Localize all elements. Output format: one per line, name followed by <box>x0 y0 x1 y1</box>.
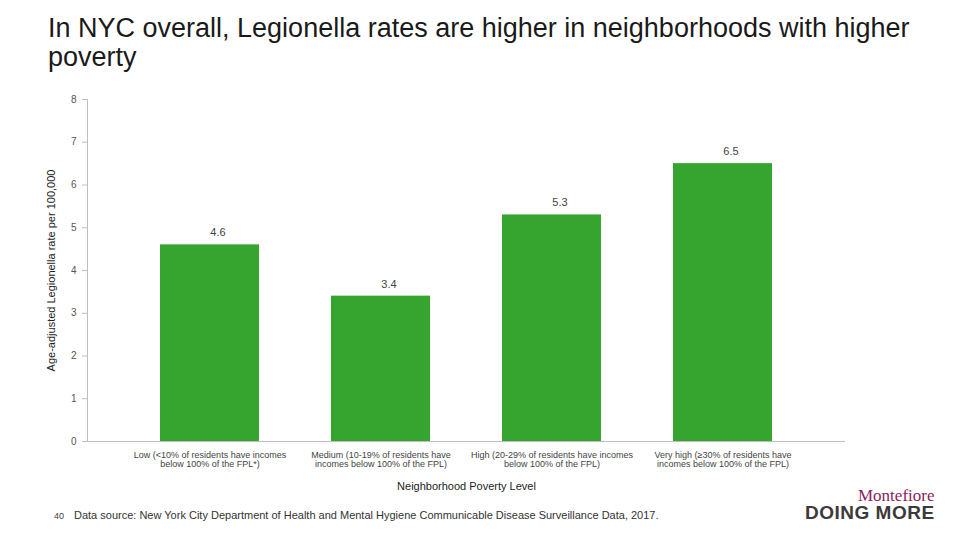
svg-text:4: 4 <box>71 265 77 276</box>
html-text:DOING MORE: DOING MORE <box>805 502 935 523</box>
svg-text:High (20-29% of residents have: High (20-29% of residents have incomesbe… <box>471 450 634 469</box>
svg-text:6.5: 6.5 <box>723 145 738 157</box>
svg-text:3.4: 3.4 <box>381 278 396 290</box>
svg-text:5: 5 <box>71 222 77 233</box>
svg-text:Neighborhood Poverty Level: Neighborhood Poverty Level <box>397 480 536 492</box>
svg-text:0: 0 <box>71 436 77 447</box>
svg-text:Age-adjusted Legionella rate p: Age-adjusted Legionella rate per 100,000 <box>45 170 57 372</box>
svg-text:2: 2 <box>71 350 77 361</box>
html-text:40: 40 <box>54 511 64 521</box>
svg-text:Very high (≥30% of residents h: Very high (≥30% of residents haveincomes… <box>654 450 791 469</box>
svg-text:7: 7 <box>71 136 77 147</box>
svg-text:1: 1 <box>71 393 77 404</box>
html-text:Data source: New York City Dep: Data source: New York City Department of… <box>74 509 659 521</box>
svg-text:6: 6 <box>71 179 77 190</box>
svg-text:Medium (10-19% of residents ha: Medium (10-19% of residents haveincomes … <box>311 450 451 469</box>
svg-text:3: 3 <box>71 307 77 318</box>
svg-text:Low (<10% of residents have in: Low (<10% of residents have incomesbelow… <box>134 450 287 469</box>
html-text:In NYC overall, Legionella rat: In NYC overall, Legionella rates are hig… <box>48 13 910 72</box>
svg-text:4.6: 4.6 <box>210 226 225 238</box>
svg-text:5.3: 5.3 <box>552 196 567 208</box>
svg-text:8: 8 <box>71 94 77 105</box>
html-text:Montefiore: Montefiore <box>858 486 935 505</box>
